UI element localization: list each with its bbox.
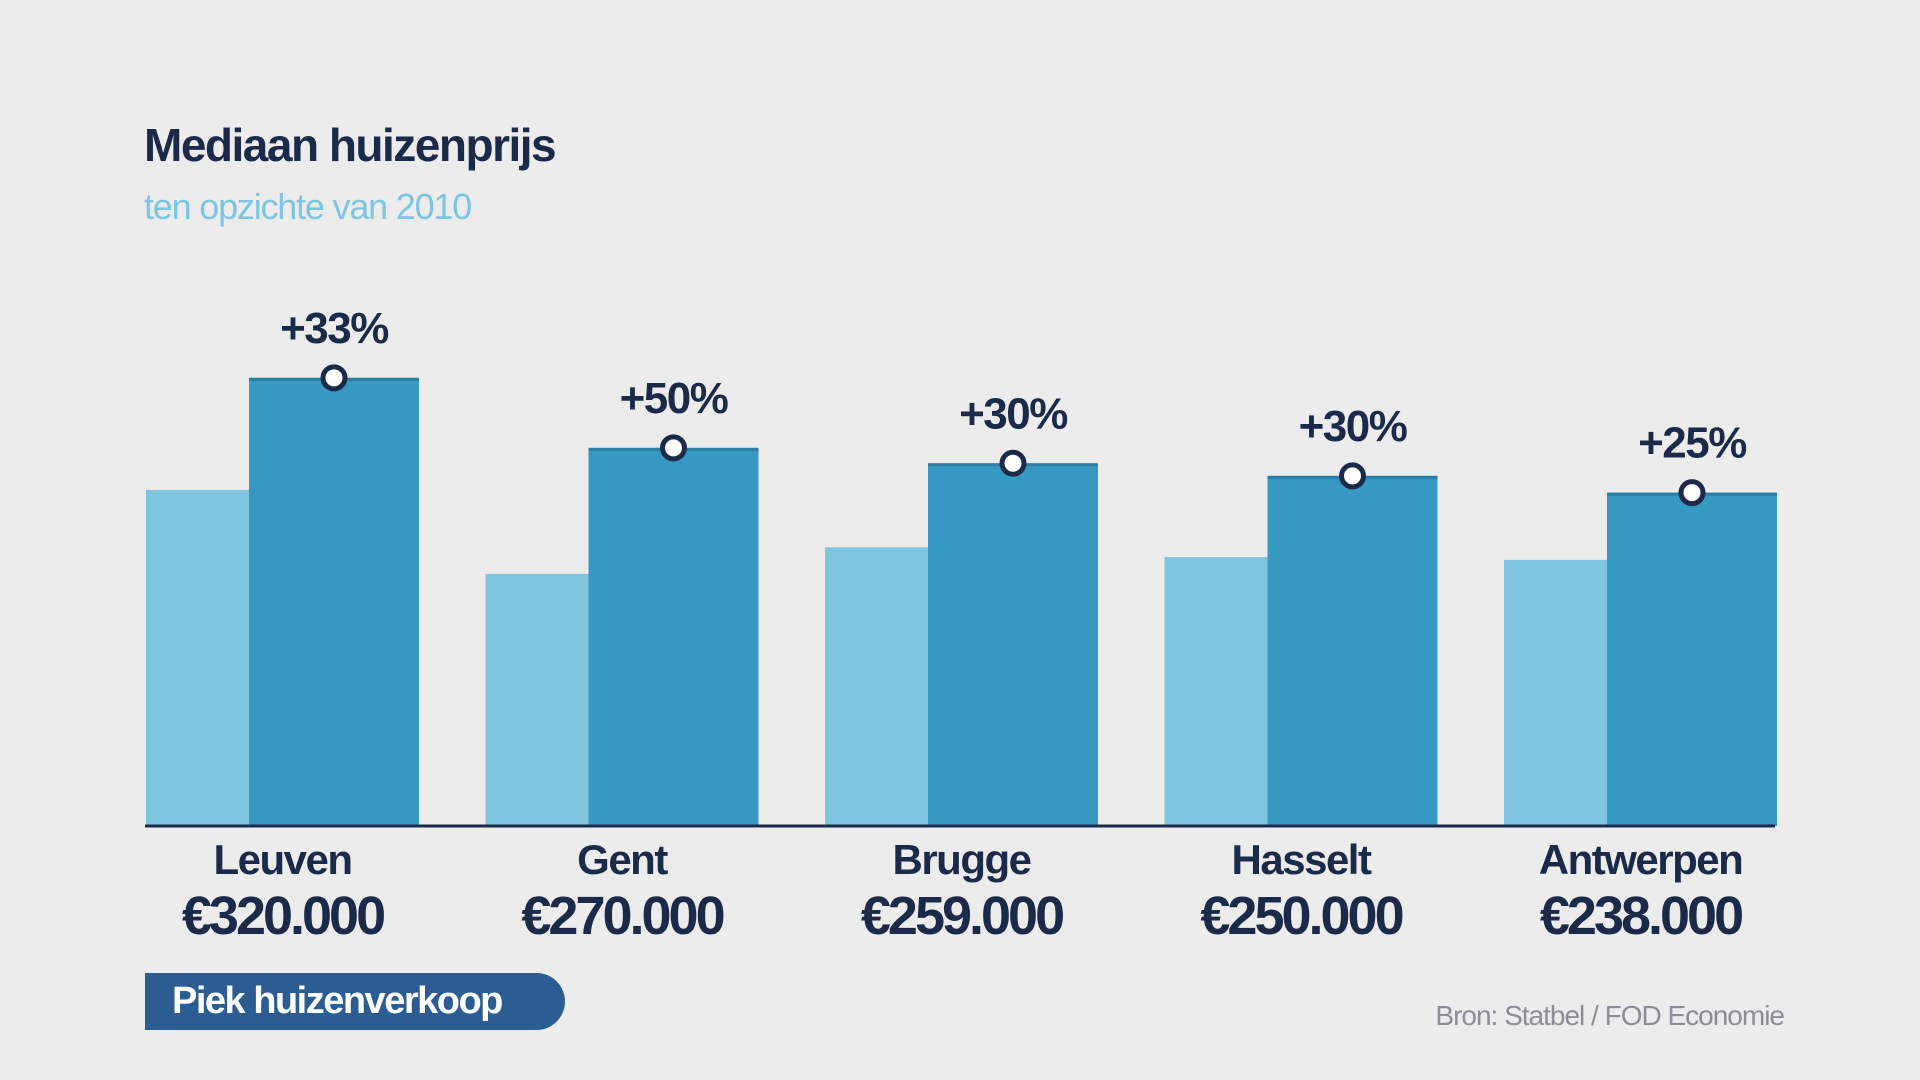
labels-layer: +33% Leuven€320.000 +50% Gent€270.000 +30% Br… <box>182 304 1748 946</box>
category-label-antwerpen: Antwerpen <box>1539 836 1743 883</box>
bars-layer <box>146 377 1777 826</box>
change-label-hasselt: +30% <box>1299 402 1407 451</box>
bar-2010-antwerpen <box>1504 559 1607 826</box>
change-label-brugge: +30% <box>959 389 1067 438</box>
bar-2010-leuven <box>146 489 249 826</box>
change-label-leuven: +33% <box>280 304 388 353</box>
bar-current-antwerpen <box>1607 492 1777 826</box>
bar-2010-brugge <box>825 547 928 826</box>
bar-2010-hasselt <box>1164 557 1268 826</box>
change-label-gent: +50% <box>620 374 728 423</box>
value-label-gent: €270.000 <box>521 886 723 946</box>
bar-current-gent <box>588 447 759 826</box>
value-label-hasselt: €250.000 <box>1200 886 1402 946</box>
category-label-gent: Gent <box>577 836 668 883</box>
category-label-brugge: Brugge <box>893 836 1031 883</box>
marker-gent <box>660 434 687 462</box>
legend-badge: Piek huizenverkoop <box>145 973 565 1030</box>
chart-subtitle: ten opzichte van 2010 <box>144 186 472 227</box>
marker-leuven <box>320 364 348 392</box>
value-label-leuven: €320.000 <box>182 886 384 946</box>
value-label-antwerpen: €238.000 <box>1540 886 1742 946</box>
bar-current-leuven <box>249 377 419 826</box>
chart-title: Mediaan huizenprijs <box>144 119 557 171</box>
bar-2010-gent <box>485 573 589 826</box>
marker-antwerpen <box>1678 479 1706 507</box>
marker-brugge <box>999 449 1027 477</box>
change-label-antwerpen: +25% <box>1638 419 1746 468</box>
category-label-hasselt: Hasselt <box>1232 836 1372 883</box>
bar-current-hasselt <box>1267 475 1438 826</box>
source-note: Bron: Statbel / FOD Economie <box>1435 1000 1785 1031</box>
bar-current-brugge <box>928 463 1098 826</box>
value-label-brugge: €259.000 <box>861 886 1063 946</box>
marker-hasselt <box>1339 462 1366 490</box>
category-label-leuven: Leuven <box>213 836 351 883</box>
